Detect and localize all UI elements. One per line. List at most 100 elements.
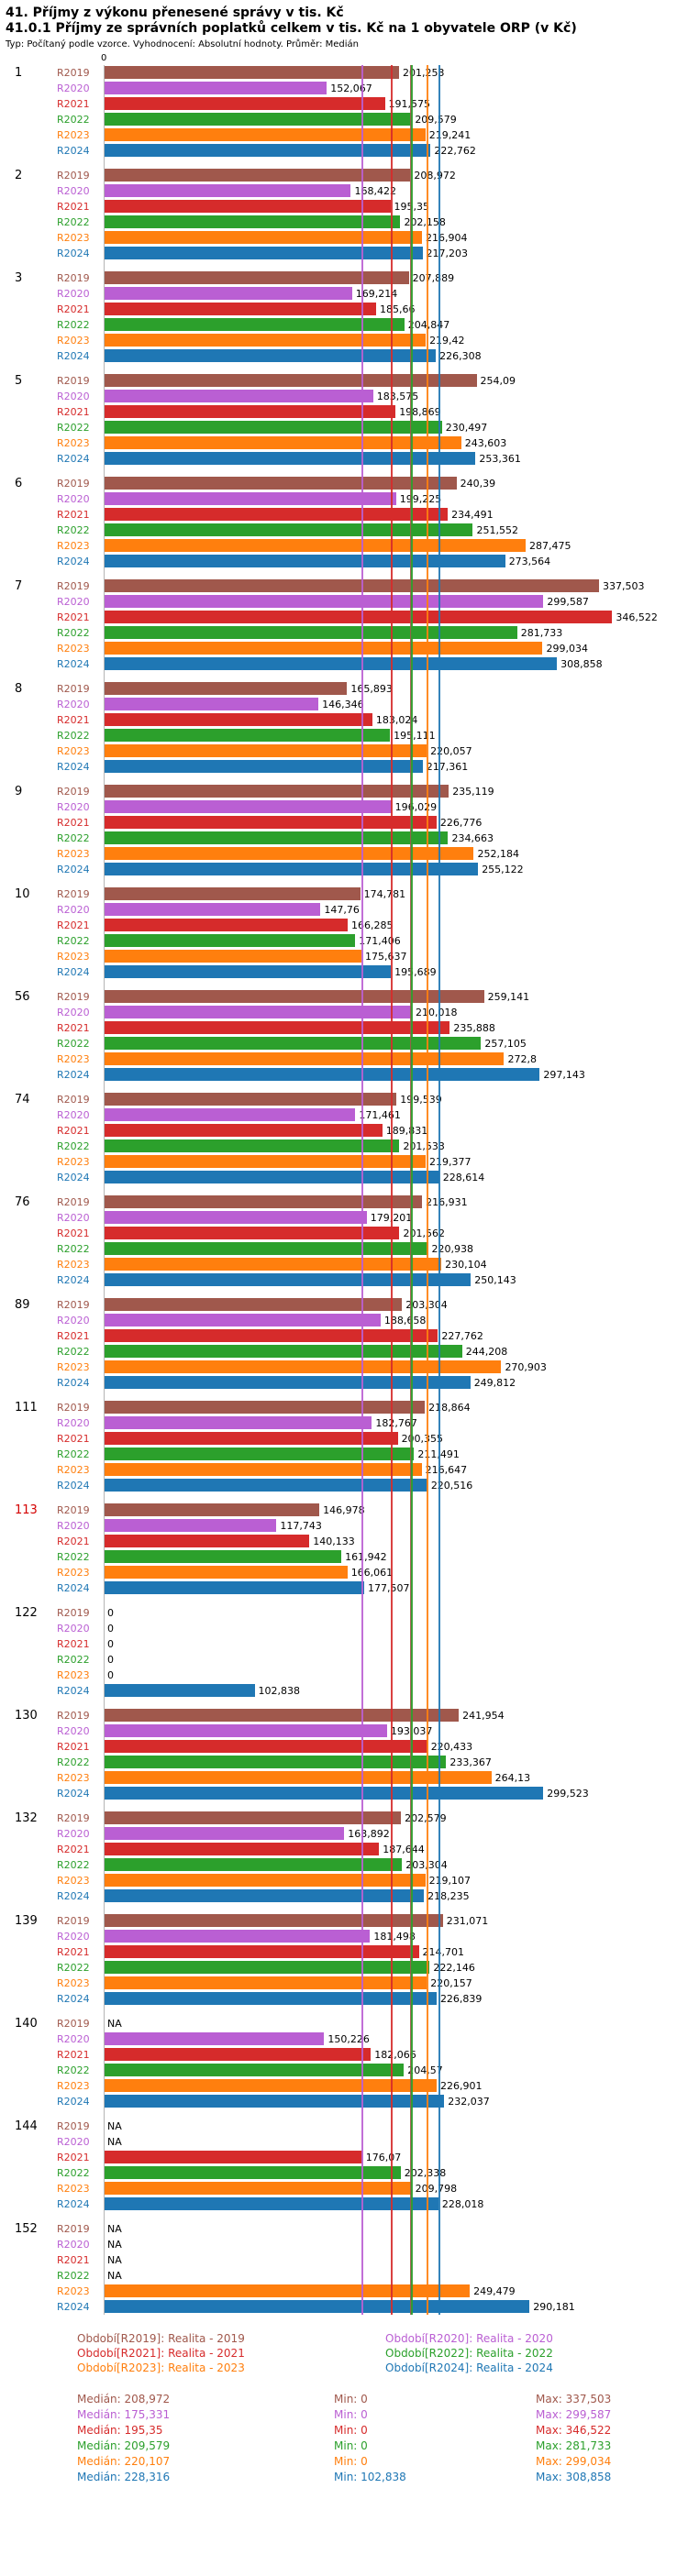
year-label: R2021 (57, 1125, 90, 1137)
year-label: R2022 (57, 935, 90, 947)
value-label: 214,701 (422, 1946, 465, 1958)
year-label: R2019 (57, 1094, 90, 1106)
value-label: 270,903 (505, 1361, 547, 1373)
bar-row: R2021 214,701 (0, 1944, 688, 1960)
year-label: R2020 (57, 1315, 90, 1327)
year-label: R2024 (57, 1480, 90, 1492)
value-bar (104, 934, 356, 947)
orp-group-label: 74 (15, 1093, 30, 1106)
bar-row: R2021 187,644 (0, 1842, 688, 1857)
median-line-R2023 (427, 65, 429, 2315)
year-label: R2019 (57, 991, 90, 1003)
value-bar (104, 508, 449, 521)
value-label: 185,66 (380, 303, 416, 315)
value-bar (104, 144, 431, 157)
legend-item-R2019: Období[R2019]: Realita - 2019 (77, 2332, 245, 2345)
bar-row: R2019 NA (0, 2119, 688, 2134)
bar-row: R2024 297,143 (0, 1067, 688, 1083)
value-label: 187,644 (383, 1844, 425, 1855)
value-label: 218,235 (427, 1890, 470, 1902)
bar-row: R2019 203,304 (0, 1297, 688, 1313)
bar-row: R2019 254,09 (0, 373, 688, 389)
year-label: R2019 (57, 272, 90, 284)
year-label: R2023 (57, 1361, 90, 1373)
value-label: 257,105 (484, 1038, 527, 1050)
value-label: 259,141 (487, 991, 530, 1003)
bar-row: R2019 202,579 (0, 1811, 688, 1826)
bar-row: R2024 273,564 (0, 554, 688, 569)
value-bar (104, 760, 423, 773)
value-label: 299,523 (547, 1788, 589, 1800)
orp-group-132: 132 R2019 202,579 R2020 163,892 R2021 187,644 R… (0, 1811, 688, 1904)
stat-min: Min: 0 (334, 2439, 368, 2452)
orp-group-label: 130 (15, 1709, 38, 1723)
bar-row: R2023 220,057 (0, 743, 688, 759)
value-label: 202,158 (404, 216, 446, 228)
bar-row: R2023 209,798 (0, 2181, 688, 2196)
bar-row: R2019 337,503 (0, 578, 688, 594)
bar-row: R2023 219,377 (0, 1154, 688, 1170)
value-label: 177,507 (368, 1582, 410, 1594)
bar-row: R2024 226,308 (0, 348, 688, 364)
value-label: 287,475 (528, 540, 571, 552)
value-label: 146,978 (323, 1504, 365, 1516)
year-label: R2022 (57, 1140, 90, 1152)
year-label: R2019 (57, 1196, 90, 1208)
year-label: R2020 (57, 1623, 90, 1635)
value-label: 195,689 (394, 966, 437, 978)
bar-row: R2019 146,978 (0, 1503, 688, 1518)
value-label: 163,892 (348, 1828, 390, 1840)
value-label: 252,184 (477, 848, 519, 860)
year-label: R2023 (57, 540, 90, 552)
legend-item-R2020: Období[R2020]: Realita - 2020 (385, 2332, 553, 2345)
value-bar (104, 1258, 442, 1271)
year-label: R2021 (57, 201, 90, 213)
bar-row: R2022 203,304 (0, 1857, 688, 1873)
value-label: 117,743 (280, 1520, 322, 1532)
legend-item-R2024: Období[R2024]: Realita - 2024 (385, 2361, 553, 2374)
value-bar (104, 200, 391, 213)
year-label: R2023 (57, 745, 90, 757)
year-label: R2024 (57, 1377, 90, 1389)
year-label: R2023 (57, 1669, 90, 1681)
bar-row: R2024 195,689 (0, 964, 688, 980)
value-bar (104, 1843, 380, 1855)
year-label: R2019 (57, 2120, 90, 2132)
bar-row: R2020 NA (0, 2134, 688, 2150)
value-label: 174,781 (363, 888, 406, 900)
value-label: 230,497 (445, 422, 488, 434)
value-bar (104, 2197, 438, 2210)
bar-row: R2019 NA (0, 2016, 688, 2031)
bar-row: R2021 220,433 (0, 1739, 688, 1755)
year-label: R2022 (57, 319, 90, 331)
year-label: R2020 (57, 1520, 90, 1532)
value-label: 240,39 (460, 478, 496, 490)
value-bar (104, 887, 361, 900)
year-label: R2019 (57, 375, 90, 387)
value-label: 188,658 (383, 1315, 427, 1327)
year-label: R2021 (57, 1022, 90, 1034)
value-bar (104, 919, 349, 931)
year-label: R2024 (57, 1993, 90, 2005)
value-bar (104, 2079, 438, 2092)
value-label: NA (107, 2018, 122, 2030)
bar-row: R2024 217,203 (0, 246, 688, 261)
bar-row: R2020 150,226 (0, 2031, 688, 2047)
bar-row: R2023 264,13 (0, 1770, 688, 1786)
year-label: R2020 (57, 1931, 90, 1943)
value-label: 204,57 (407, 2064, 443, 2076)
value-label: 228,614 (442, 1172, 485, 1183)
chart-legend: Období[R2019]: Realita - 2019 Období[R202… (0, 2331, 688, 2375)
value-bar (104, 492, 396, 505)
value-bar (104, 1227, 400, 1239)
value-bar (104, 903, 321, 916)
value-bar (104, 713, 372, 726)
bar-row: R2020 147,76 (0, 902, 688, 918)
year-label: R2021 (57, 1433, 90, 1445)
bar-row: R2024 299,523 (0, 1786, 688, 1801)
bar-chart: 0 1 R2019 201,253 R2020 152,067 R2021 191,575 R… (0, 53, 688, 2315)
orp-group-56: 56 R2019 259,141 R2020 210,018 R2021 235,888 R2… (0, 989, 688, 1083)
value-label: 168,422 (354, 185, 396, 197)
value-bar (104, 1581, 364, 1594)
value-label: 210,018 (416, 1007, 458, 1018)
